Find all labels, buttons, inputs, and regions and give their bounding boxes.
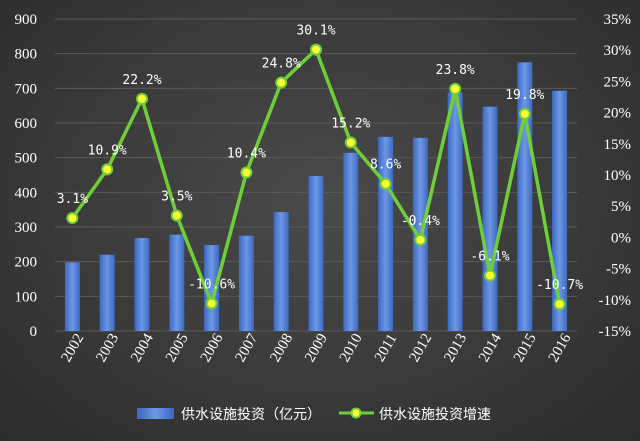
x-axis-tick-label: 2015 [511,331,540,365]
legend-bar-swatch [137,408,174,419]
left-axis-tick-label: 700 [15,81,38,97]
line-marker [240,166,253,179]
x-axis-tick-label: 2002 [59,331,88,365]
bar [99,254,115,331]
x-axis-tick-label: 2009 [302,331,331,365]
bar [552,90,568,331]
data-label: 19.8% [505,88,544,103]
left-axis-ticks: 0 100 200 300 400 500 600 700 800 900 [15,12,38,340]
line-marker [553,298,566,311]
right-axis-tick-label: 5% [611,199,631,215]
left-axis-tick-label: 100 [15,289,38,305]
right-axis-tick-label: -5% [606,262,631,278]
line-marker [484,269,496,282]
data-label: 3.5% [161,190,192,205]
left-axis-tick-label: 400 [15,185,38,201]
data-label: -6.1% [470,249,509,264]
x-axis-tick-label: 2010 [337,331,366,365]
legend: 供水设施投资（亿元） 供水设施投资增速 [137,407,491,423]
left-axis-tick-label: 800 [15,47,38,63]
right-axis-tick-label: 35% [604,12,632,28]
line-marker [518,107,531,120]
bar [204,245,220,331]
right-axis-tick-label: 20% [604,106,632,122]
legend-line-marker [350,407,362,419]
left-axis-tick-label: 0 [30,324,38,340]
line-markers [66,43,566,311]
line-marker [170,209,183,222]
data-label: 22.2% [122,73,161,88]
left-axis-tick-label: 600 [15,116,38,132]
line-marker [205,297,218,310]
line-marker [275,76,288,89]
right-axis-tick-label: 25% [604,74,632,90]
x-axis-tick-label: 2003 [93,331,122,365]
line-marker [449,82,462,95]
x-axis-ticks: 2002 2003 2004 2005 2006 2007 2008 2009 2010 2011… [59,331,575,365]
line-marker [344,136,357,149]
data-label: 3.1% [57,192,88,207]
right-axis-tick-label: 30% [604,43,632,59]
legend-line-label: 供水设施投资增速 [379,407,491,423]
x-axis-tick-label: 2012 [407,331,436,365]
data-label: -0.4% [401,214,440,229]
x-axis-tick-label: 2007 [233,331,262,365]
right-axis-tick-label: 0% [611,230,631,246]
right-axis-tick-label: -10% [599,293,632,309]
data-label: 15.2% [331,117,370,132]
x-axis-tick-label: 2011 [372,331,401,365]
line-marker [136,92,148,105]
bar [238,235,254,331]
line-marker [414,233,427,246]
bar [482,106,498,331]
bar [447,92,463,331]
line-marker [101,163,114,176]
line-marker [379,177,392,190]
bar [273,212,289,331]
bar [343,152,359,331]
left-axis-tick-label: 900 [15,12,38,28]
bar [64,262,80,331]
line-data-labels: 3.1% 10.9% 22.2% 3.5% -10.6% 10.4% 24.8% 30.1% 1… [57,24,584,294]
x-axis-tick-label: 2005 [163,331,192,365]
data-label: 24.8% [262,57,301,72]
x-axis-tick-label: 2014 [476,331,505,365]
right-axis-tick-label: 10% [604,168,632,184]
data-label: 10.9% [88,143,127,158]
data-label: 30.1% [296,24,335,39]
data-label: 10.4% [227,147,266,162]
x-axis-tick-label: 2004 [128,331,157,365]
line-marker [310,43,322,56]
x-axis-tick-label: 2013 [441,331,470,365]
left-axis-tick-label: 300 [15,220,38,236]
bar [169,234,185,331]
data-label: 8.6% [370,158,401,173]
right-axis-tick-label: -15% [599,324,632,340]
right-axis-tick-label: 15% [604,137,632,153]
left-axis-tick-label: 200 [15,255,38,271]
left-axis-tick-label: 500 [15,151,38,167]
data-label: 23.8% [436,63,475,78]
x-axis-tick-label: 2016 [546,331,575,365]
line-marker [66,212,79,225]
x-axis-tick-label: 2006 [198,331,227,365]
bar [134,238,150,331]
x-axis-tick-label: 2008 [267,331,296,365]
data-label: -10.7% [536,278,583,293]
bar-series [64,62,568,331]
data-label: -10.6% [188,278,235,293]
right-axis-ticks: -15% -10% -5% 0% 5% 10% 15% 20% 25% 30% 35% [599,12,632,340]
bar [308,176,324,331]
legend-bar-label: 供水设施投资（亿元） [181,407,321,423]
